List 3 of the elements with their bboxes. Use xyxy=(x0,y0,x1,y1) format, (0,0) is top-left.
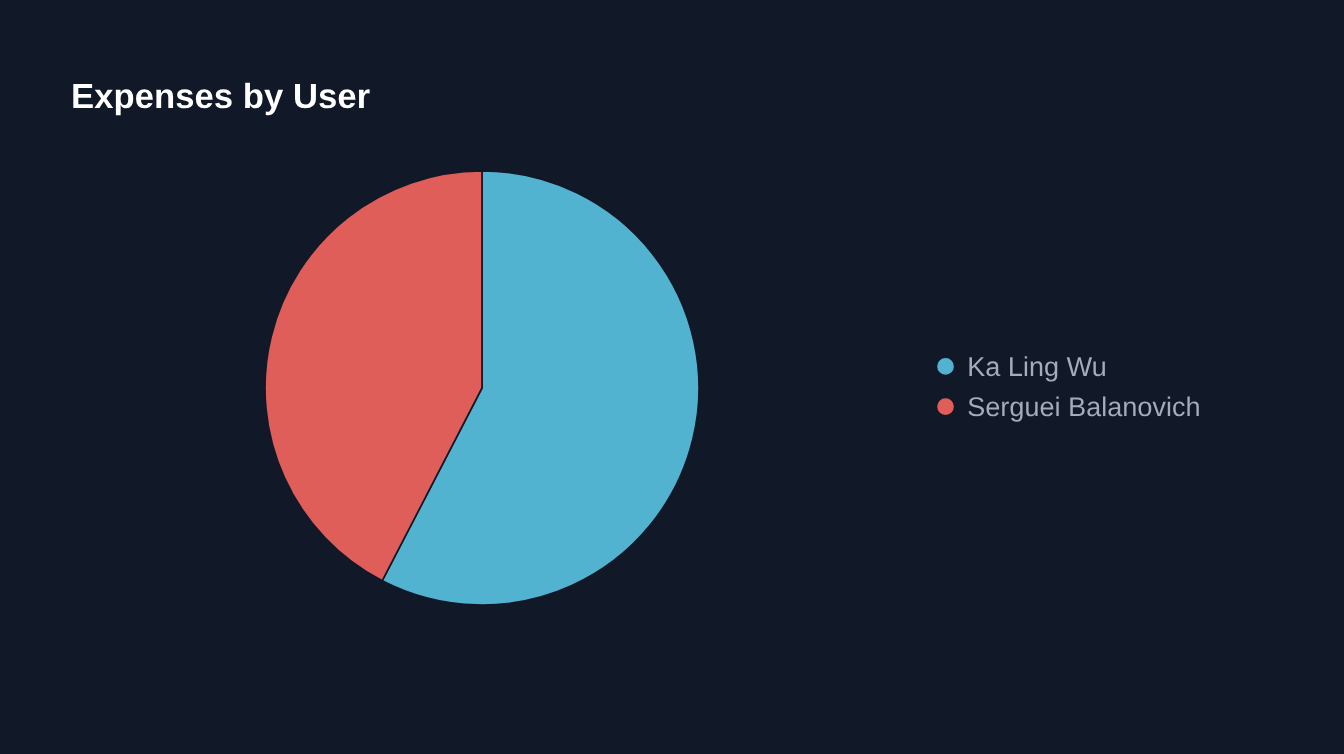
chart-title: Expenses by User xyxy=(73,82,370,116)
legend-label: Serguei Balanovich xyxy=(968,396,1199,422)
legend-label: Ka Ling Wu xyxy=(969,356,1105,382)
